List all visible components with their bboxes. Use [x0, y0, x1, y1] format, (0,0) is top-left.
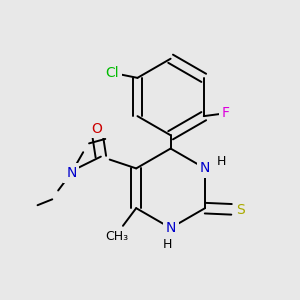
- Text: S: S: [236, 202, 245, 217]
- Text: CH₃: CH₃: [106, 230, 129, 243]
- Text: H: H: [163, 238, 172, 251]
- Text: N: N: [165, 221, 176, 235]
- Text: F: F: [222, 106, 230, 120]
- Text: Cl: Cl: [106, 66, 119, 80]
- Text: H: H: [217, 154, 226, 167]
- Text: O: O: [91, 122, 102, 136]
- Text: N: N: [200, 161, 210, 176]
- Text: N: N: [66, 166, 76, 180]
